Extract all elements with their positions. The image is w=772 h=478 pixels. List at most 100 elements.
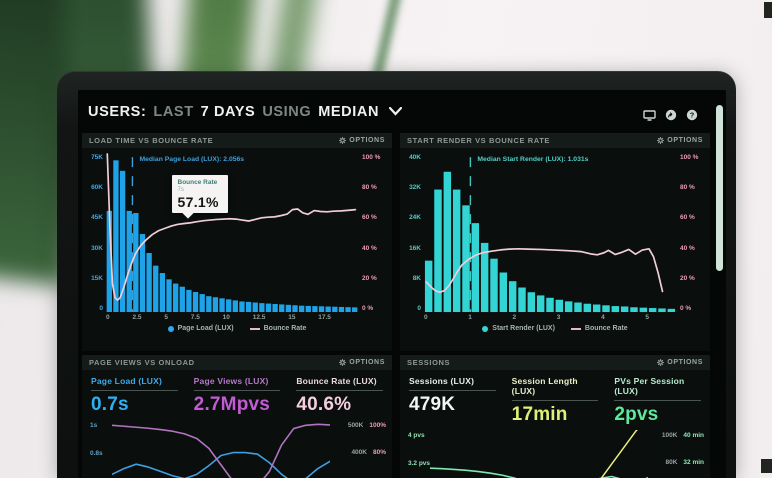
tick-label: 20 % <box>362 274 377 282</box>
panel-grid: LOAD TIME VS BOUNCE RATE OPTIONS 75K 60K 4… <box>82 133 710 478</box>
tick-label: 0.8s <box>90 450 103 457</box>
divider <box>409 390 496 391</box>
histogram-bars <box>106 160 358 312</box>
tick-label: 3 <box>556 314 561 321</box>
x-axis: 0 1 2 3 4 5 <box>424 312 649 321</box>
tick-label: 4 <box>601 314 605 321</box>
chevron-down-icon[interactable] <box>388 104 403 120</box>
tick-label: 0 <box>99 304 103 312</box>
dashboard-title[interactable]: USERS: LAST 7 DAYS USING MEDIAN <box>88 104 403 120</box>
tick-label: 60 % <box>362 214 377 222</box>
panel-header: LOAD TIME VS BOUNCE RATE OPTIONS <box>82 133 392 148</box>
legend-start-render[interactable]: Start Render (LUX) <box>482 325 555 332</box>
title-median: MEDIAN <box>318 104 380 120</box>
photo-edge-artifact <box>764 2 772 18</box>
tick-label: 100 % <box>680 154 699 161</box>
load-time-chart[interactable] <box>106 154 358 312</box>
tick-label: 30K <box>91 244 103 252</box>
help-icon[interactable]: ? <box>686 109 698 121</box>
legend-bounce-rate[interactable]: Bounce Rate <box>249 325 306 332</box>
tick-label: 10 <box>222 314 230 321</box>
median-annotation: Median Page Load (LUX): 2.056s <box>139 156 245 163</box>
divider <box>193 390 281 391</box>
laptop: USERS: LAST 7 DAYS USING MEDIAN ? <box>57 71 736 478</box>
legend-dot-icon <box>482 325 489 332</box>
tick-label: 24K <box>409 214 421 222</box>
tick-label: 0 % <box>362 304 374 312</box>
spark-y-axis-right: 100K 40 min 80K 32 min <box>662 432 704 466</box>
y-axis-left: 40K 32K 24K 16K 8K 0 <box>402 154 424 312</box>
tick-label: 16K <box>409 244 421 252</box>
series-line-Page Load (LUX) <box>112 453 330 478</box>
tick-label: 75K <box>91 154 103 161</box>
panel-title: START RENDER VS BOUNCE RATE <box>407 136 551 145</box>
metric-page-views[interactable]: Page Views (LUX) 2.7Mpvs <box>193 376 281 416</box>
metric-pvs-per-session[interactable]: PVs Per Session (LUX) 2pvs <box>614 376 702 426</box>
tick-label: 40 % <box>680 244 695 252</box>
tick-label: 0 <box>417 304 421 312</box>
display-icon[interactable] <box>643 109 656 121</box>
options-button[interactable]: OPTIONS <box>657 359 703 366</box>
tick-label: 32K <box>409 184 421 192</box>
tooltip-subtitle: 7s <box>177 186 184 193</box>
divider <box>614 400 702 401</box>
metric-bounce-rate[interactable]: Bounce Rate (LUX) 40.6% <box>296 376 384 416</box>
series-line-Bounce Rate <box>426 249 662 292</box>
chart-legend: Start Render (LUX) Bounce Rate <box>400 321 710 336</box>
divider <box>511 400 599 401</box>
tick-label: 1 <box>468 314 472 321</box>
metric-page-load[interactable]: Page Load (LUX) 0.7s <box>91 376 178 416</box>
tick-label: 0 <box>106 314 110 321</box>
tick-label: 60 % <box>680 214 695 222</box>
tick-label: 40K <box>409 154 421 161</box>
y-axis-right: 100 % 80 % 60 % 40 % 20 % 0 % <box>358 154 390 312</box>
legend-line-icon <box>249 327 260 330</box>
bounce-rate-tooltip: Bounce Rate 7s 57.1% <box>171 174 228 213</box>
y-axis-left: 75K 60K 45K 30K 15K 0 <box>84 154 106 312</box>
tick-label: 4 pvs <box>408 432 425 439</box>
chart-legend: Page Load (LUX) Bounce Rate <box>82 321 392 336</box>
tick-label: 60K <box>91 184 103 192</box>
panel-start-render-vs-bounce-rate: START RENDER VS BOUNCE RATE OPTIONS 40K 3… <box>400 133 710 351</box>
metric-sessions[interactable]: Sessions (LUX) 479K <box>409 376 496 426</box>
page-views-sparkline[interactable] <box>112 420 330 478</box>
legend-page-load[interactable]: Page Load (LUX) <box>167 325 234 332</box>
panel-sessions: SESSIONS OPTIONS Sessions (LUX) 479K <box>400 355 710 478</box>
metric-session-length[interactable]: Session Length (LUX) 17min <box>511 376 599 426</box>
tick-label: 5 <box>645 314 649 321</box>
title-last: LAST <box>153 104 194 120</box>
axis-pair-label: 400K 80% <box>351 449 386 456</box>
series-line-Bounce Rate <box>107 154 355 300</box>
tick-label: 2.5 <box>132 314 142 321</box>
tick-label: 80 % <box>680 184 695 192</box>
options-button[interactable]: OPTIONS <box>657 137 703 144</box>
chart-area: 75K 60K 45K 30K 15K 0 Median Page Load (LUX):… <box>82 148 392 312</box>
axis-pair-label: 100K 40 min <box>661 432 704 439</box>
x-axis: 0 2.5 5 7.5 10 12.5 15 17.5 <box>106 312 331 321</box>
tick-label: 5 <box>164 314 168 321</box>
tick-label: 7.5 <box>190 314 200 321</box>
scrollbar[interactable] <box>716 105 723 271</box>
legend-line-icon <box>570 327 581 330</box>
panel-page-views-vs-onload: PAGE VIEWS VS ONLOAD OPTIONS Page Load (… <box>82 355 392 478</box>
series-line-Page Views (LUX) <box>112 424 330 478</box>
divider <box>91 390 178 391</box>
panel-header: START RENDER VS BOUNCE RATE OPTIONS <box>400 133 710 148</box>
tick-label: 40 % <box>362 244 377 252</box>
gear-icon <box>657 359 665 366</box>
options-button[interactable]: OPTIONS <box>339 137 385 144</box>
panel-title: PAGE VIEWS VS ONLOAD <box>89 358 195 367</box>
share-icon[interactable] <box>665 109 677 121</box>
tick-label: 45K <box>91 214 103 222</box>
y-axis-right: 100 % 80 % 60 % 40 % 20 % 0 % <box>676 154 708 312</box>
panel-title: LOAD TIME VS BOUNCE RATE <box>89 136 214 145</box>
sessions-sparkline[interactable] <box>430 430 648 478</box>
start-render-chart[interactable] <box>424 154 676 313</box>
axis-pair-label: 80K 32 min <box>665 459 704 466</box>
series-line-Session Length (LUX) <box>430 430 648 478</box>
legend-bounce-rate[interactable]: Bounce Rate <box>570 325 628 332</box>
title-users: USERS: <box>88 104 147 120</box>
options-button[interactable]: OPTIONS <box>339 359 385 366</box>
tick-label: 17.5 <box>318 314 331 321</box>
